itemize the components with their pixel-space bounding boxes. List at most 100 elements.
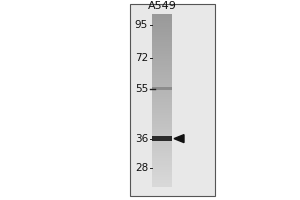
Bar — [152, 46, 172, 47]
Bar — [152, 91, 172, 93]
Bar — [152, 177, 172, 179]
Bar — [152, 97, 172, 99]
Bar — [152, 65, 172, 66]
Bar — [152, 145, 172, 146]
Bar — [152, 144, 172, 145]
Bar — [152, 158, 172, 159]
Bar — [152, 54, 172, 55]
Text: A549: A549 — [148, 1, 176, 11]
Bar — [152, 179, 172, 180]
Bar — [152, 21, 172, 22]
Bar — [152, 64, 172, 65]
Bar — [152, 130, 172, 131]
Bar — [152, 119, 172, 120]
Bar — [152, 33, 172, 34]
Bar — [152, 92, 172, 94]
Bar — [152, 55, 172, 57]
Bar — [152, 121, 172, 123]
Bar — [152, 134, 172, 136]
Bar — [152, 36, 172, 38]
Bar — [152, 96, 172, 97]
Bar — [152, 87, 172, 88]
Bar — [152, 52, 172, 53]
Bar — [152, 178, 172, 180]
Bar — [152, 143, 172, 144]
Bar — [152, 19, 172, 21]
Bar — [152, 63, 172, 64]
Bar — [152, 176, 172, 177]
Bar — [152, 165, 172, 167]
Bar — [152, 177, 172, 178]
Bar — [152, 161, 172, 162]
Bar — [152, 157, 172, 158]
Bar — [152, 146, 172, 148]
Bar — [152, 86, 172, 88]
Bar — [152, 45, 172, 46]
Text: 55: 55 — [135, 84, 148, 94]
Bar — [152, 35, 172, 36]
Bar — [152, 84, 172, 85]
Bar — [152, 128, 172, 130]
Bar — [152, 127, 172, 128]
Bar — [152, 78, 172, 79]
Bar — [152, 66, 172, 68]
Bar — [152, 169, 172, 170]
Bar — [152, 147, 172, 149]
Bar — [152, 137, 172, 138]
Bar — [152, 67, 172, 69]
Bar — [152, 101, 172, 102]
Bar — [152, 102, 172, 103]
Bar — [152, 60, 172, 61]
Bar — [152, 68, 172, 70]
Bar — [152, 61, 172, 63]
Bar — [152, 41, 172, 42]
Bar — [152, 42, 172, 44]
Bar — [152, 27, 172, 28]
Bar — [152, 142, 172, 144]
Bar — [152, 184, 172, 186]
Bar — [152, 93, 172, 94]
Bar — [152, 166, 172, 168]
Bar — [152, 160, 172, 162]
Bar — [152, 163, 172, 164]
Text: 72: 72 — [135, 53, 148, 63]
Bar — [152, 111, 172, 113]
Bar — [152, 158, 172, 160]
Bar — [152, 103, 172, 105]
Bar — [152, 136, 172, 137]
Bar — [152, 172, 172, 174]
Bar — [152, 171, 172, 173]
Bar — [152, 34, 172, 35]
Bar — [152, 37, 172, 39]
Bar — [152, 24, 172, 26]
Bar — [152, 103, 172, 104]
Bar — [152, 136, 172, 141]
Bar — [152, 77, 172, 78]
Bar — [152, 16, 172, 17]
Bar — [152, 100, 172, 101]
Bar — [152, 126, 172, 127]
Bar — [152, 49, 172, 51]
Bar — [152, 181, 172, 182]
Bar — [152, 162, 172, 163]
Bar — [152, 97, 172, 98]
Bar — [152, 94, 172, 95]
Bar — [152, 25, 172, 27]
Bar — [152, 104, 172, 106]
Bar — [152, 83, 172, 84]
Bar — [152, 57, 172, 58]
Bar — [152, 80, 172, 82]
Bar — [152, 180, 172, 181]
Bar — [152, 51, 172, 52]
Bar — [152, 105, 172, 107]
Bar — [152, 141, 172, 143]
Bar — [130, 4, 215, 196]
Bar — [152, 28, 172, 29]
Bar — [152, 89, 172, 90]
Bar — [152, 117, 172, 119]
Bar — [152, 108, 172, 109]
Bar — [152, 58, 172, 59]
Bar — [152, 91, 172, 92]
Bar — [152, 36, 172, 37]
Bar — [152, 125, 172, 126]
